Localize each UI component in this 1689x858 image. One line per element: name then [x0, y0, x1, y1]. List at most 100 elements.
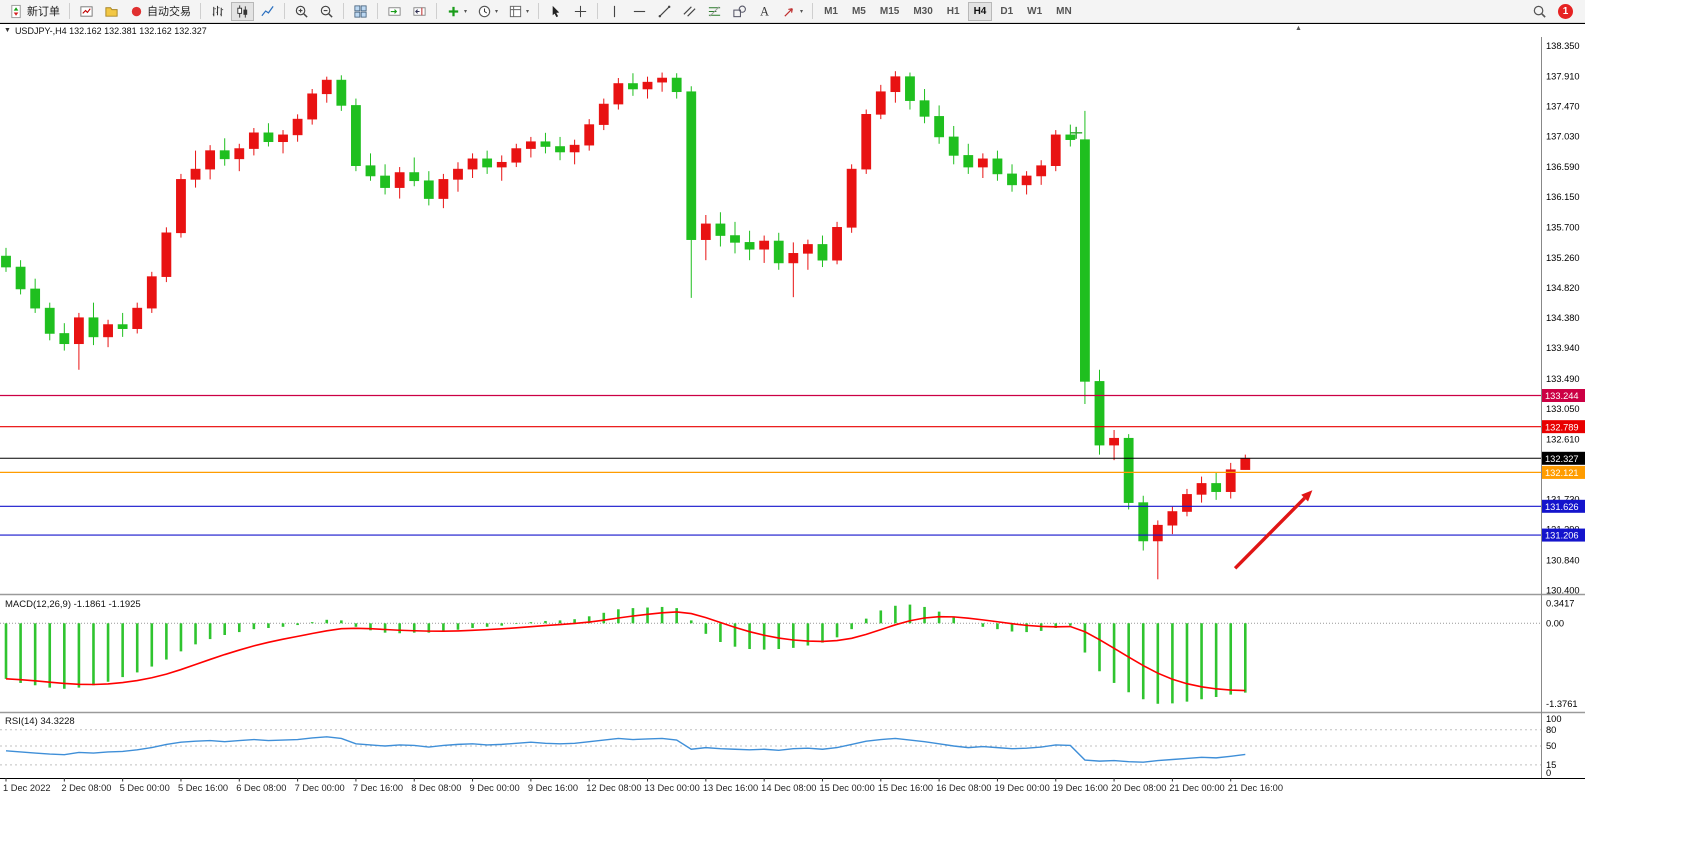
- svg-text:16 Dec 08:00: 16 Dec 08:00: [936, 783, 991, 793]
- channel-button[interactable]: [678, 2, 701, 21]
- svg-text:0: 0: [1546, 768, 1551, 778]
- new-chart-icon: [79, 4, 94, 19]
- line-chart-icon: [260, 4, 275, 19]
- tile-windows-button[interactable]: [349, 2, 372, 21]
- horizontal-line-button[interactable]: [628, 2, 651, 21]
- horizontal-level-lines[interactable]: [0, 394, 1541, 536]
- svg-text:2 Dec 08:00: 2 Dec 08:00: [61, 783, 111, 793]
- svg-text:19 Dec 16:00: 19 Dec 16:00: [1053, 783, 1108, 793]
- price-level-badge: 132.789: [1542, 420, 1585, 434]
- chart-canvas[interactable]: 138.350 137.910 137.470 137.030 136.590 136.1…: [0, 37, 1585, 797]
- candlestick-chart-button[interactable]: [231, 1, 254, 21]
- auto-scroll-button[interactable]: [383, 2, 406, 21]
- svg-text:8 Dec 08:00: 8 Dec 08:00: [411, 783, 461, 793]
- trend-arrow-annotation[interactable]: [1233, 490, 1313, 570]
- cursor-button[interactable]: [544, 2, 567, 21]
- fibonacci-button[interactable]: [703, 2, 726, 21]
- timeframe-button-m30[interactable]: M30: [907, 2, 938, 21]
- toolbar-separator: [812, 3, 814, 19]
- svg-text:9 Dec 00:00: 9 Dec 00:00: [470, 783, 520, 793]
- svg-text:131.206: 131.206: [1545, 531, 1579, 541]
- zoom-in-button[interactable]: [290, 2, 313, 21]
- svg-text:130.400: 130.400: [1546, 586, 1580, 596]
- line-chart-button[interactable]: [256, 2, 279, 21]
- shapes-button[interactable]: [728, 2, 751, 21]
- timeframe-button-h4[interactable]: H4: [967, 1, 993, 21]
- rsi-indicator-label: RSI(14) 34.3228: [5, 716, 75, 727]
- timeframe-button-w1[interactable]: W1: [1021, 2, 1048, 21]
- svg-text:133.244: 133.244: [1545, 391, 1579, 401]
- new-chart-button[interactable]: [75, 2, 98, 21]
- chart-scroll-marker[interactable]: ▲: [1295, 25, 1302, 32]
- svg-text:132.610: 132.610: [1546, 434, 1580, 444]
- svg-text:130.840: 130.840: [1546, 556, 1580, 566]
- zoom-out-icon: [319, 4, 334, 19]
- svg-text:132.121: 132.121: [1545, 468, 1579, 478]
- price-level-badge: 132.121: [1542, 465, 1585, 479]
- cross-marker-annotation[interactable]: [1070, 126, 1083, 139]
- macd-panel: 0.3417 0.00 -1.3761: [0, 599, 1578, 709]
- svg-text:133.940: 133.940: [1546, 343, 1580, 353]
- svg-text:50: 50: [1546, 741, 1556, 751]
- timeframe-button-m5[interactable]: M5: [846, 2, 872, 21]
- svg-text:21 Dec 16:00: 21 Dec 16:00: [1228, 783, 1283, 793]
- svg-text:136.150: 136.150: [1546, 192, 1580, 202]
- timeframe-button-mn[interactable]: MN: [1050, 2, 1078, 21]
- timeframe-button-m1[interactable]: M1: [818, 2, 844, 21]
- arrows-button[interactable]: ▾: [778, 2, 807, 21]
- chart-area[interactable]: 138.350 137.910 137.470 137.030 136.590 136.1…: [0, 37, 1585, 797]
- shapes-icon: [732, 4, 747, 19]
- chart-menu-icon[interactable]: ▼: [4, 27, 11, 34]
- svg-text:13 Dec 16:00: 13 Dec 16:00: [703, 783, 758, 793]
- autotrading-button[interactable]: 自动交易: [125, 2, 195, 21]
- text-button[interactable]: A: [753, 2, 776, 21]
- profiles-button[interactable]: [100, 2, 123, 21]
- chart-title: USDJPY-,H4 132.162 132.381 132.162 132.3…: [14, 25, 207, 36]
- trendline-icon: [657, 4, 672, 19]
- svg-text:1 Dec 2022: 1 Dec 2022: [3, 783, 51, 793]
- fibonacci-icon: [707, 4, 722, 19]
- toolbar-button-label: 新订单: [27, 6, 60, 18]
- timeframe-button-h1[interactable]: H1: [941, 2, 966, 21]
- chart-shift-button[interactable]: [408, 2, 431, 21]
- zoom-out-button[interactable]: [315, 2, 338, 21]
- trendline-button[interactable]: [653, 2, 676, 21]
- search-button[interactable]: [1528, 2, 1551, 21]
- svg-text:14 Dec 08:00: 14 Dec 08:00: [761, 783, 816, 793]
- time-axis[interactable]: 1 Dec 2022 2 Dec 08:00 5 Dec 00:00 5 Dec 16…: [3, 778, 1283, 793]
- svg-text:0.3417: 0.3417: [1546, 599, 1574, 609]
- vertical-line-icon: [607, 4, 622, 19]
- templates-button[interactable]: ▾: [504, 2, 533, 21]
- horizontal-line-icon: [632, 4, 647, 19]
- price-level-badge: 133.244: [1542, 389, 1585, 403]
- svg-text:-1.3761: -1.3761: [1546, 699, 1578, 709]
- toolbar: 新订单 自动交易 ▾ ▾ ▾ A ▾ M1 M5 M15 M30 H1 H4 D1 W1 MN 1: [0, 0, 1585, 23]
- svg-text:132.327: 132.327: [1545, 454, 1579, 464]
- price-level-badge: 131.206: [1542, 528, 1585, 542]
- channel-icon: [682, 4, 697, 19]
- svg-text:136.590: 136.590: [1546, 162, 1580, 172]
- crosshair-button[interactable]: [569, 2, 592, 21]
- svg-text:21 Dec 00:00: 21 Dec 00:00: [1169, 783, 1224, 793]
- periods-button[interactable]: ▾: [473, 2, 502, 21]
- svg-text:7 Dec 16:00: 7 Dec 16:00: [353, 783, 403, 793]
- svg-text:131.626: 131.626: [1545, 502, 1579, 512]
- svg-text:137.030: 137.030: [1546, 132, 1580, 142]
- toolbar-separator: [284, 3, 285, 19]
- timeframe-button-m15[interactable]: M15: [874, 2, 905, 21]
- auto-scroll-icon: [387, 4, 402, 19]
- svg-text:15 Dec 00:00: 15 Dec 00:00: [819, 783, 874, 793]
- svg-text:133.490: 133.490: [1546, 374, 1580, 384]
- vertical-line-button[interactable]: [603, 2, 626, 21]
- bar-chart-button[interactable]: [206, 2, 229, 21]
- bar-chart-icon: [210, 4, 225, 19]
- timeframe-button-d1[interactable]: D1: [994, 2, 1019, 21]
- cursor-icon: [548, 4, 563, 19]
- svg-text:5 Dec 16:00: 5 Dec 16:00: [178, 783, 228, 793]
- indicators-button[interactable]: ▾: [442, 2, 471, 21]
- notification-badge[interactable]: 1: [1558, 3, 1573, 19]
- new-order-button[interactable]: 新订单: [5, 2, 64, 21]
- price-level-badge: 132.327: [1542, 451, 1585, 465]
- svg-text:5 Dec 00:00: 5 Dec 00:00: [120, 783, 170, 793]
